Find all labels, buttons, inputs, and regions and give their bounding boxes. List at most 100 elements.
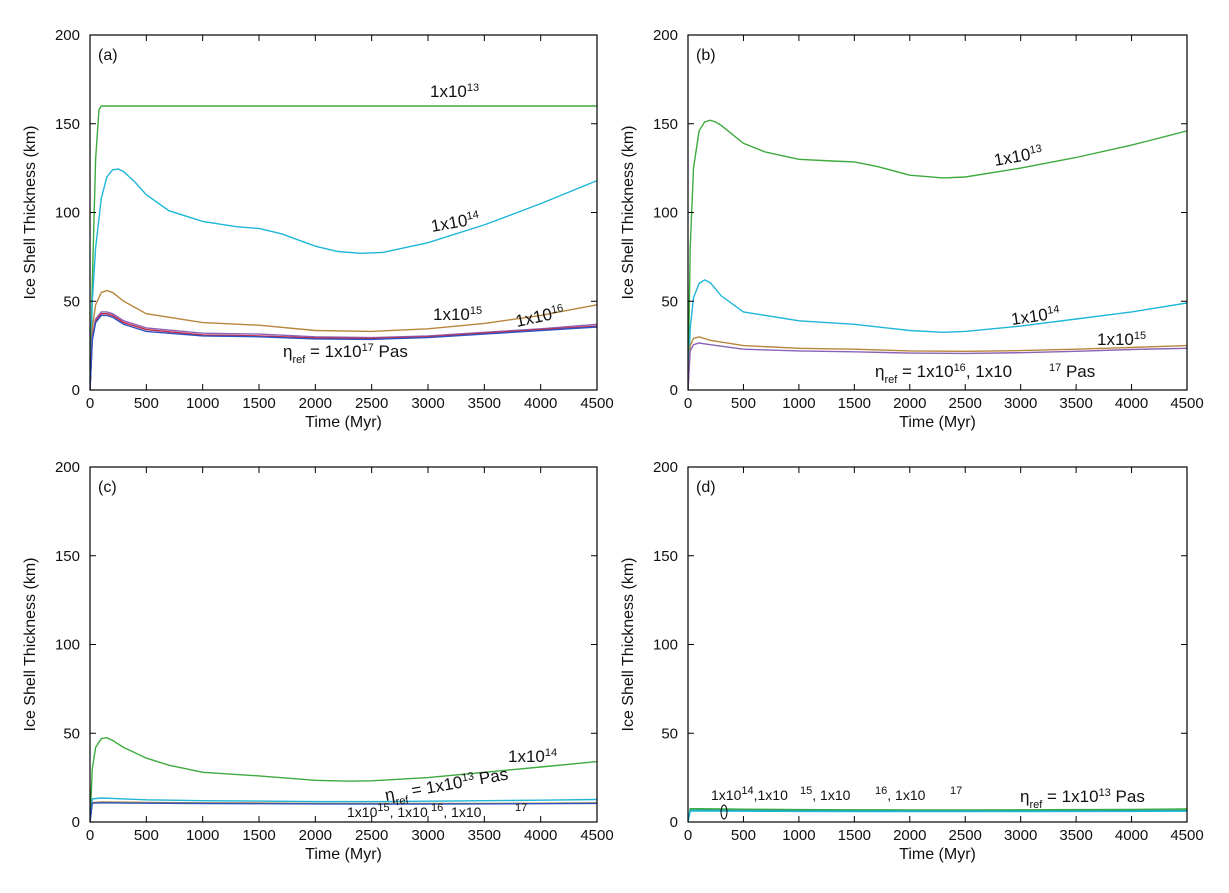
series-line-cyan [90,168,597,390]
x-tick-label: 0 [684,827,692,844]
x-tick-label: 2000 [299,827,332,844]
x-tick-label: 3000 [411,827,444,844]
y-tick-label: 0 [670,814,678,831]
panel-d: 0 500 1000 1500 2000 2500 3000 3500 4000 4500 0 50 1… [620,459,1204,863]
series-line-brown [90,289,597,390]
annotation-2: 1x1015, 1x10 [347,802,428,820]
x-axis-label: Time (Myr) [899,414,976,431]
y-tick-label: 50 [661,293,678,310]
panel-a: 0 500 1000 1500 2000 2500 3000 3500 4000 4500 0 50 1… [22,27,614,431]
x-tick-label: 3500 [468,827,501,844]
x-axis-label: Time (Myr) [305,846,382,863]
series-line-green [90,105,597,390]
panel-b: 0 500 1000 1500 2000 2500 3000 3500 4000 4500 0 50 1… [620,27,1204,431]
panel-c: 0 500 1000 1500 2000 2500 3000 3500 4000 4500 0 50 1… [22,459,614,863]
y-tick-label: 100 [55,205,80,222]
annotation-3: 16, 1x10 [431,802,482,820]
annotation-3: 1x1016 [514,302,566,331]
y-tick-label: 0 [72,382,80,399]
x-tick-label: 0 [86,827,94,844]
annotation-2: 16, 1x10 [875,785,926,803]
x-tick-label: 500 [134,395,159,412]
series-line-purple [90,311,597,390]
x-tick-label: 1000 [782,395,815,412]
x-tick-label: 3500 [1059,395,1092,412]
series-line-green [688,119,1187,390]
series-line-green [90,736,597,822]
x-axis-label: Time (Myr) [899,846,976,863]
annotation-0: 1x1013 [992,143,1044,170]
annotation-3: 17 [950,785,962,797]
panel-label: (b) [696,47,716,64]
y-tick-label: 200 [653,459,678,476]
y-tick-label: 150 [55,548,80,565]
x-tick-label: 0 [86,395,94,412]
y-tick-label: 150 [653,116,678,133]
annotation-0: 1x1014,1x10 [711,785,788,803]
x-tick-label: 2000 [893,827,926,844]
x-tick-label: 2500 [949,827,982,844]
y-tick-label: 100 [653,205,678,222]
x-tick-label: 3000 [1004,395,1037,412]
y-tick-label: 150 [55,116,80,133]
x-axis-label: Time (Myr) [305,414,382,431]
x-tick-label: 500 [134,827,159,844]
annotation-4: ηref = 1x1013 Pas [1020,787,1145,811]
x-tick-label: 2500 [355,395,388,412]
x-tick-label: 4000 [1115,395,1148,412]
y-tick-label: 100 [55,637,80,654]
x-tick-label: 1000 [186,827,219,844]
x-tick-label: 3500 [468,395,501,412]
x-tick-label: 3500 [1059,827,1092,844]
x-tick-label: 1000 [186,395,219,412]
series-line-cyan [90,797,597,822]
x-tick-label: 2500 [949,395,982,412]
panel-label: (d) [696,479,716,496]
y-tick-label: 50 [63,725,80,742]
x-tick-label: 4500 [580,827,613,844]
curve-group-marker [720,804,728,820]
series-line-green [688,808,1187,822]
x-tick-label: 2000 [893,395,926,412]
panel-label: (c) [98,479,117,496]
annotation-1: 1x1014 [429,209,481,236]
series-line-brown [688,336,1187,390]
series-line-purple [688,342,1187,390]
x-tick-label: 4000 [524,395,557,412]
x-tick-label: 1500 [838,827,871,844]
annotation-1: 1x1014 [508,747,557,766]
x-tick-label: 1500 [242,827,275,844]
x-tick-label: 2500 [355,827,388,844]
y-axis-label: Ice Shell Thickness (km) [620,126,637,300]
x-tick-label: 4000 [524,827,557,844]
y-tick-label: 0 [72,814,80,831]
y-tick-label: 100 [653,637,678,654]
x-tick-label: 4000 [1115,827,1148,844]
y-tick-label: 200 [55,27,80,44]
x-tick-label: 3000 [1004,827,1037,844]
series-line-cyan [688,810,1187,822]
x-tick-label: 2000 [299,395,332,412]
series-line-red [90,313,597,390]
y-axis-label: Ice Shell Thickness (km) [22,558,39,732]
x-tick-label: 3000 [411,395,444,412]
y-tick-label: 150 [653,548,678,565]
annotation-2: 1x1015 [1097,330,1146,349]
annotation-4: 17 [515,802,527,814]
panel-label: (a) [98,47,118,64]
x-tick-label: 1500 [838,395,871,412]
y-tick-label: 200 [55,459,80,476]
annotation-4: 17 Pas [1049,362,1095,381]
y-tick-label: 50 [661,725,678,742]
x-tick-label: 4500 [1170,395,1203,412]
series-line-cyan [688,279,1187,390]
y-axis-label: Ice Shell Thickness (km) [620,558,637,732]
plot-frame [687,466,1188,823]
series-line-teal [688,809,1187,822]
x-tick-label: 500 [731,827,756,844]
x-tick-label: 1500 [242,395,275,412]
annotation-0: ηref = 1x1013 Pas [383,765,510,810]
annotation-3: ηref = 1x1016, 1x10 [875,362,1012,386]
x-tick-label: 1000 [782,827,815,844]
annotation-1: 15, 1x10 [800,785,851,803]
